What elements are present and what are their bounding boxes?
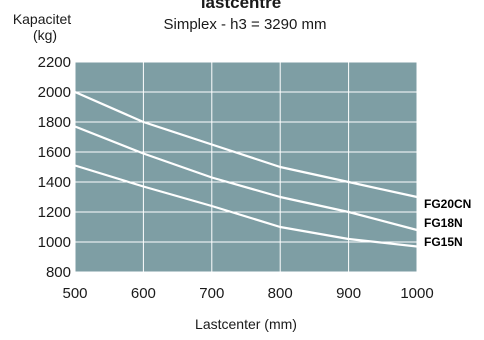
series-label-fg20cn: FG20CN — [424, 197, 471, 211]
x-tick-label: 800 — [268, 285, 293, 302]
chart-subtitle: Simplex - h3 = 3290 mm — [164, 16, 327, 33]
x-tick-label: 1000 — [400, 285, 433, 302]
chart-title: lastcentre — [201, 0, 281, 12]
y-tick-label: 2000 — [38, 84, 71, 101]
y-tick-label: 800 — [46, 264, 71, 281]
x-tick-label: 900 — [336, 285, 361, 302]
y-tick-label: 2200 — [38, 54, 71, 71]
y-tick-label: 1400 — [38, 174, 71, 191]
series-label-fg18n: FG18N — [424, 216, 463, 230]
x-axis-label: Lastcenter (mm) — [195, 316, 297, 332]
x-tick-label: 500 — [62, 285, 87, 302]
y-tick-label: 1000 — [38, 234, 71, 251]
x-tick-label: 700 — [199, 285, 224, 302]
y-tick-label: 1200 — [38, 204, 71, 221]
y-tick-label: 1600 — [38, 144, 71, 161]
y-axis-label: Kapacitet — [13, 11, 71, 27]
y-tick-label: 1800 — [38, 114, 71, 131]
x-tick-label: 600 — [131, 285, 156, 302]
series-label-fg15n: FG15N — [424, 235, 463, 249]
y-axis-unit-label: (kg) — [33, 27, 57, 43]
